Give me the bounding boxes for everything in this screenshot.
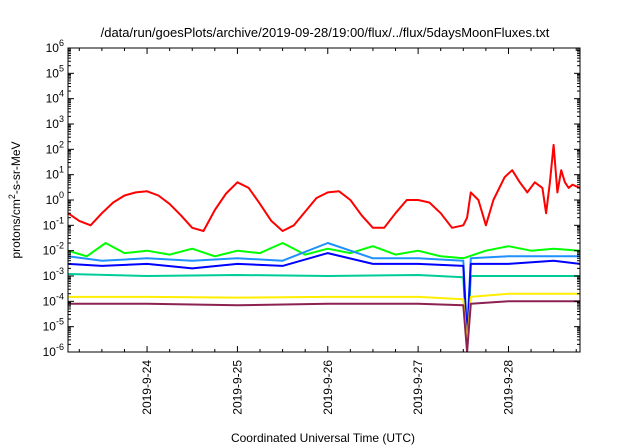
y-tick-label: 10-5 <box>43 317 64 334</box>
y-tick-label: 100 <box>46 190 64 207</box>
x-tick-label: 2019-9-25 <box>230 360 244 415</box>
series-line-6 <box>68 292 580 346</box>
x-tick-label: 2019-9-28 <box>502 360 516 415</box>
x-ticks: 2019-9-24 2019-9-25 2019-9-26 2019-9-27 2019… <box>78 48 577 415</box>
series-line-2 <box>68 242 580 260</box>
chart-title: /data/run/goesPlots/archive/2019-09-28/1… <box>101 25 550 40</box>
series-line-7 <box>68 300 580 352</box>
series-layer <box>68 143 580 352</box>
x-tick-label: 2019-9-24 <box>140 360 154 415</box>
x-axis-label: Coordinated Universal Time (UTC) <box>231 431 415 445</box>
plot-frame <box>67 47 581 353</box>
y-tick-label: 104 <box>46 89 64 106</box>
y-axis-label: protons/cm2-s-sr-MeV <box>7 141 23 258</box>
y-tick-label: 10-1 <box>43 215 64 232</box>
y-tick-label: 10-6 <box>43 342 64 359</box>
series-line-5 <box>68 252 580 341</box>
y-tick-label: 102 <box>46 139 64 156</box>
y-tick-label: 10-3 <box>43 266 64 283</box>
svg-text:protons/cm2-s-sr-MeV: protons/cm2-s-sr-MeV <box>7 141 23 258</box>
y-tick-label: 106 <box>46 38 64 55</box>
series-line-4 <box>68 242 580 336</box>
y-tick-label: 101 <box>46 165 64 182</box>
series-line-3 <box>68 273 580 351</box>
axes <box>67 47 581 353</box>
x-tick-label: 2019-9-27 <box>411 360 425 415</box>
y-tick-label: 105 <box>46 63 64 80</box>
y-tick-label: 103 <box>46 114 64 131</box>
y-tick-label: 10-4 <box>43 291 64 308</box>
x-tick-label: 2019-9-26 <box>321 360 335 415</box>
series-line-1 <box>68 143 580 232</box>
y-tick-label: 10-2 <box>43 241 64 258</box>
y-ticks: 10-6 10-5 10-4 10-3 10-2 10-1 100 101 102 103 104 1… <box>43 38 580 359</box>
